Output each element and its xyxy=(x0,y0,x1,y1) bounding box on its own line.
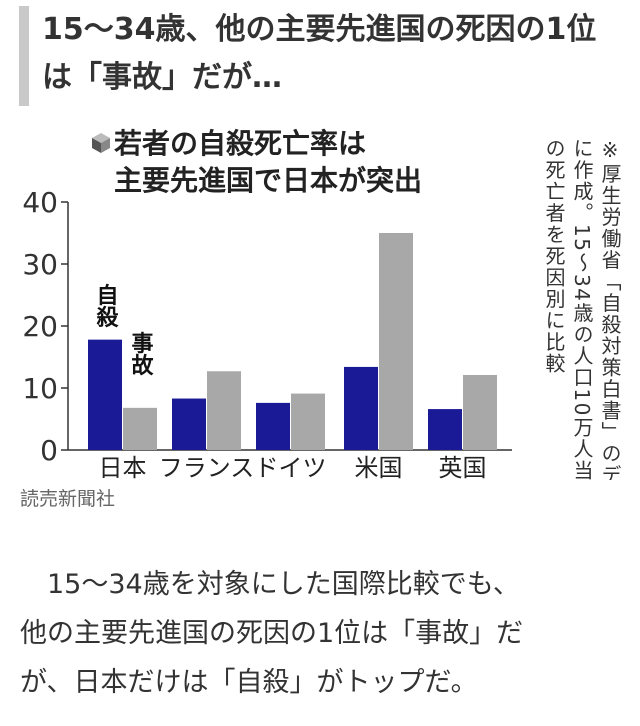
headline-accent-bar xyxy=(19,6,29,106)
y-tick-label: 10 xyxy=(22,372,58,405)
x-category-label: フランス xyxy=(159,454,255,480)
chart-note-column: に作成。15〜34歳の人口10万人当たり xyxy=(570,138,594,480)
chart-title-line-2: 主要先進国で日本が突出 xyxy=(114,164,422,197)
bar xyxy=(379,233,413,450)
article-line-3: が、日本だけは「自殺」がトップだ。 xyxy=(20,667,478,698)
legend-label-suicide: 自殺 xyxy=(93,283,119,329)
bar xyxy=(463,374,497,450)
article-paragraph: 15〜34歳を対象にした国際比較でも、 他の主要先進国の死因の1位は「事故」だ … xyxy=(20,560,630,707)
source-credit: 読売新聞社 xyxy=(20,488,116,510)
cube-icon-right xyxy=(101,138,110,153)
x-category-label: 英国 xyxy=(439,454,487,480)
y-tick-label: 20 xyxy=(22,310,58,343)
headline: 15〜34歳、他の主要先進国の死因の1位は「事故」だが… xyxy=(42,12,597,95)
bar xyxy=(172,398,206,450)
chart-note-column: ※厚生労働省「自殺対策白書」のデータを基 xyxy=(598,138,622,480)
bar xyxy=(207,371,241,450)
chart: 若者の自殺死亡率は主要先進国で日本が突出 0 10 20 30 40 日本 フランス ドイツ… xyxy=(0,118,640,572)
bar xyxy=(88,339,122,450)
article-line-1: 15〜34歳を対象にした国際比較でも、 xyxy=(20,569,520,600)
y-tick-label: 30 xyxy=(22,248,58,281)
article-line-2: 他の主要先進国の死因の1位は「事故」だ xyxy=(20,618,524,649)
y-tick-label: 40 xyxy=(22,186,58,219)
bar xyxy=(256,402,290,450)
bar xyxy=(428,409,462,450)
cube-icon xyxy=(92,133,110,153)
legend-label-accident: 事故 xyxy=(128,331,154,377)
x-category-label: 日本 xyxy=(99,454,147,480)
bar xyxy=(291,393,325,450)
cube-icon-left xyxy=(92,138,101,153)
bar xyxy=(123,407,157,450)
y-tick-label: 0 xyxy=(40,434,58,467)
x-category-label: ドイツ xyxy=(255,454,327,480)
x-category-label: 米国 xyxy=(355,454,403,480)
chart-note-column: の死亡者を死因別に比較 xyxy=(542,138,566,375)
chart-title-line-1: 若者の自殺死亡率は xyxy=(114,127,366,160)
bar xyxy=(344,366,378,450)
